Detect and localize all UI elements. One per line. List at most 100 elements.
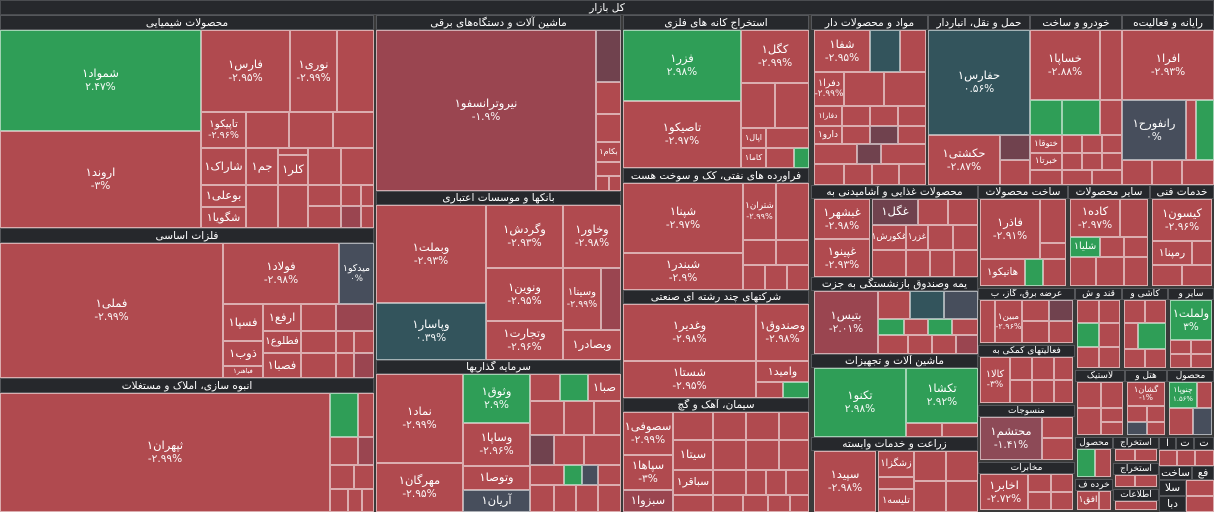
treemap-tile[interactable]: [1182, 160, 1214, 185]
treemap-tile[interactable]: [1195, 450, 1214, 466]
treemap-tile[interactable]: [1051, 474, 1073, 492]
treemap-tile[interactable]: [1062, 100, 1100, 135]
treemap-tile[interactable]: [341, 148, 374, 185]
section-header-29[interactable]: هتل و: [1125, 370, 1167, 382]
treemap-tile[interactable]: [1115, 449, 1135, 461]
treemap-tile[interactable]: [904, 319, 928, 335]
treemap-tile[interactable]: [746, 412, 779, 440]
treemap-tile[interactable]: [1152, 265, 1182, 286]
treemap-tile[interactable]: [1077, 323, 1099, 347]
treemap-tile[interactable]: [768, 495, 790, 512]
treemap-tile[interactable]: [1032, 357, 1054, 380]
treemap-tile[interactable]: [596, 82, 621, 114]
tile-وتوصا۱[interactable]: وتوصا۱: [463, 466, 530, 490]
treemap-tile[interactable]: [336, 353, 354, 378]
treemap-tile[interactable]: [898, 126, 926, 144]
treemap-tile[interactable]: [564, 401, 594, 435]
treemap-tile[interactable]: [341, 206, 361, 228]
treemap-tile[interactable]: [1152, 160, 1182, 185]
treemap-tile[interactable]: [1010, 380, 1032, 403]
treemap-tile[interactable]: [766, 148, 794, 168]
tile-شبندر۱[interactable]: شبندر۱ -۲.۹%: [623, 253, 743, 290]
tile-شتران۱[interactable]: شتران۱ -۲.۹۹%: [743, 183, 776, 240]
tile-فاذر۱[interactable]: فاذر۱ -۲.۹۱%: [980, 199, 1040, 259]
treemap-tile[interactable]: [330, 437, 358, 465]
treemap-tile[interactable]: [1030, 170, 1062, 185]
treemap-tile[interactable]: [1127, 406, 1147, 422]
tile-حکشتی۱[interactable]: حکشتی۱ -۲.۸۷%: [928, 135, 1000, 185]
treemap-tile[interactable]: [944, 291, 978, 319]
treemap-tile[interactable]: [341, 185, 361, 206]
treemap-tile[interactable]: [1099, 491, 1111, 510]
treemap-tile[interactable]: [1092, 170, 1122, 185]
treemap-tile[interactable]: [358, 393, 374, 437]
tile-بوعلی۱[interactable]: بوعلی۱: [201, 185, 246, 207]
treemap-tile[interactable]: [786, 470, 809, 495]
treemap-tile[interactable]: [1159, 450, 1177, 466]
tile-شگویا۱[interactable]: شگویا۱: [201, 207, 246, 228]
section-header-41[interactable]: سلا: [1159, 480, 1186, 496]
section-header-32[interactable]: خرده ف: [1075, 479, 1113, 491]
treemap-tile[interactable]: [530, 485, 554, 512]
section-header-27[interactable]: سایر و: [1168, 288, 1214, 300]
section-header-11[interactable]: حمل و نقل، انباردار: [928, 15, 1030, 30]
section-header-13[interactable]: رایانه و فعالیت‌ه: [1122, 15, 1214, 30]
treemap-tile[interactable]: [354, 465, 374, 489]
section-header-39[interactable]: ساخت: [1159, 466, 1192, 480]
tile-دارو۱[interactable]: دارو۱: [814, 126, 842, 144]
treemap-tile[interactable]: [872, 250, 906, 277]
treemap-tile[interactable]: [908, 335, 932, 354]
tile-دفارا۱[interactable]: دفارا۱: [814, 106, 842, 126]
treemap-tile[interactable]: [598, 465, 621, 485]
treemap-tile[interactable]: [1124, 349, 1145, 368]
treemap-tile[interactable]: [1100, 100, 1122, 135]
treemap-tile[interactable]: [1191, 354, 1212, 368]
treemap-tile[interactable]: [713, 440, 746, 470]
treemap-tile[interactable]: [336, 304, 374, 331]
treemap-tile[interactable]: [900, 30, 926, 72]
treemap-tile[interactable]: [918, 199, 948, 225]
tile-شستا۱[interactable]: شستا۱ -۲.۹۵%: [623, 361, 756, 398]
section-header-22[interactable]: فعالیتهای کمکی به: [978, 345, 1075, 357]
tile-شپنا۱[interactable]: شپنا۱ -۲.۹۷%: [623, 183, 743, 253]
section-header-5[interactable]: سرمایه گذاریها: [376, 360, 621, 374]
treemap-tile[interactable]: [899, 164, 926, 185]
tile-تاصیکو۱[interactable]: تاصیکو۱ -۲.۹۷%: [623, 101, 741, 168]
tile-وگردش۱[interactable]: وگردش۱ -۲.۹۳%: [486, 205, 563, 268]
tile-خساپا۱[interactable]: خساپا۱ -۲.۸۸%: [1030, 30, 1100, 100]
treemap-tile[interactable]: [1182, 265, 1212, 286]
treemap-tile[interactable]: [1124, 257, 1148, 286]
tile-وامید۱[interactable]: وامید۱: [756, 361, 809, 382]
tile-غپینو۱[interactable]: غپینو۱ -۲.۹۳%: [814, 239, 870, 277]
treemap-tile[interactable]: [596, 176, 609, 191]
treemap-tile[interactable]: [1101, 408, 1123, 422]
treemap-tile[interactable]: [1040, 199, 1066, 243]
treemap-tile[interactable]: [842, 106, 870, 126]
treemap-tile[interactable]: [601, 268, 621, 330]
treemap-tile[interactable]: [1099, 347, 1120, 368]
treemap-tile[interactable]: [673, 412, 713, 440]
treemap-tile[interactable]: [1147, 422, 1165, 435]
tile-سباقر۱[interactable]: سباقر۱: [673, 470, 713, 495]
treemap-tile[interactable]: [1077, 347, 1099, 368]
tile-وخاور۱[interactable]: وخاور۱ -۲.۹۸%: [563, 205, 621, 268]
treemap-tile[interactable]: [766, 470, 786, 495]
treemap-tile[interactable]: [1135, 475, 1157, 487]
tile-وسینا۱[interactable]: وسینا۱ -۲.۹۹%: [563, 268, 601, 330]
treemap-tile[interactable]: [1042, 438, 1073, 460]
tile-وبصادر۱[interactable]: وبصادر۱: [563, 330, 621, 360]
treemap-tile[interactable]: [1030, 100, 1062, 135]
tile-وبملت۱[interactable]: وبملت۱ -۲.۹۳%: [376, 205, 486, 303]
section-header-12[interactable]: خودرو و ساخت: [1030, 15, 1122, 30]
treemap-tile[interactable]: [289, 112, 333, 148]
section-header-4[interactable]: بانکها و موسسات اعتباری: [376, 191, 621, 205]
treemap-tile[interactable]: [906, 423, 942, 437]
section-header-35[interactable]: اطلاعات: [1113, 489, 1159, 501]
treemap-tile[interactable]: [1101, 382, 1123, 408]
treemap-tile[interactable]: [1115, 475, 1135, 487]
tile-سپید۱[interactable]: سپید۱ -۲.۹۸%: [814, 451, 876, 512]
section-header-40[interactable]: فع: [1192, 466, 1214, 480]
tile-غزر۱[interactable]: غزر۱: [906, 225, 928, 250]
treemap-tile[interactable]: [301, 353, 336, 378]
section-header-36[interactable]: ا: [1159, 437, 1176, 450]
